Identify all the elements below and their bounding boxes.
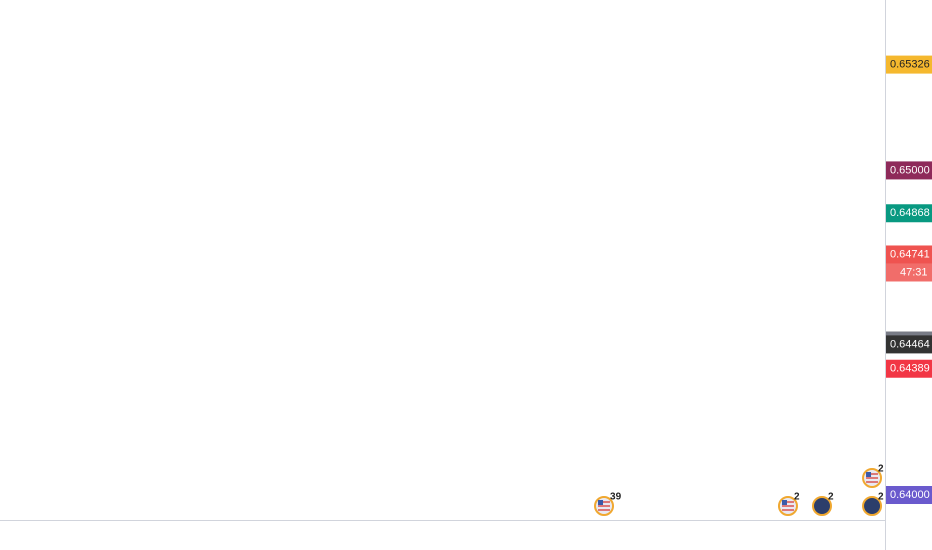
price-badge-label: 0.64000 [890, 489, 930, 501]
price-badge [886, 245, 932, 264]
event-count: 39 [610, 492, 622, 503]
price-badge [886, 335, 932, 354]
event-marker: 2 [862, 464, 884, 488]
price-badges: 0.653260.650000.648680.6474147:310.64476… [886, 55, 932, 505]
price-badge-label: 0.64464 [890, 338, 930, 350]
event-marker: 2 [862, 492, 884, 516]
price-badge [886, 161, 932, 180]
price-badge [886, 359, 932, 378]
price-badge-label: 0.64741 [890, 248, 930, 260]
flag-canton [598, 500, 604, 505]
price-badge-label: 0.64868 [890, 207, 930, 219]
event-marker: 2 [811, 492, 834, 516]
countdown-badge [886, 263, 932, 282]
event-count: 2 [828, 492, 834, 503]
event-marker: 39 [594, 492, 622, 516]
countdown-label: 47:31 [900, 266, 928, 278]
flag-canton [866, 472, 872, 477]
event-count: 2 [878, 492, 884, 503]
price-badge [886, 486, 932, 505]
event-icon [811, 496, 832, 516]
price-badge-label: 0.65000 [890, 164, 930, 176]
event-count: 2 [794, 492, 800, 503]
price-badge-label: 0.65326 [890, 59, 930, 71]
flag-canton [781, 500, 787, 505]
price-badge-label: 0.64389 [890, 363, 930, 375]
event-marker: 2 [777, 492, 800, 516]
event-count: 2 [878, 464, 884, 475]
event-icon [862, 496, 883, 516]
events: 39 2 2 2 2 [594, 464, 884, 516]
price-badge [886, 204, 932, 223]
price-badge [886, 55, 932, 74]
